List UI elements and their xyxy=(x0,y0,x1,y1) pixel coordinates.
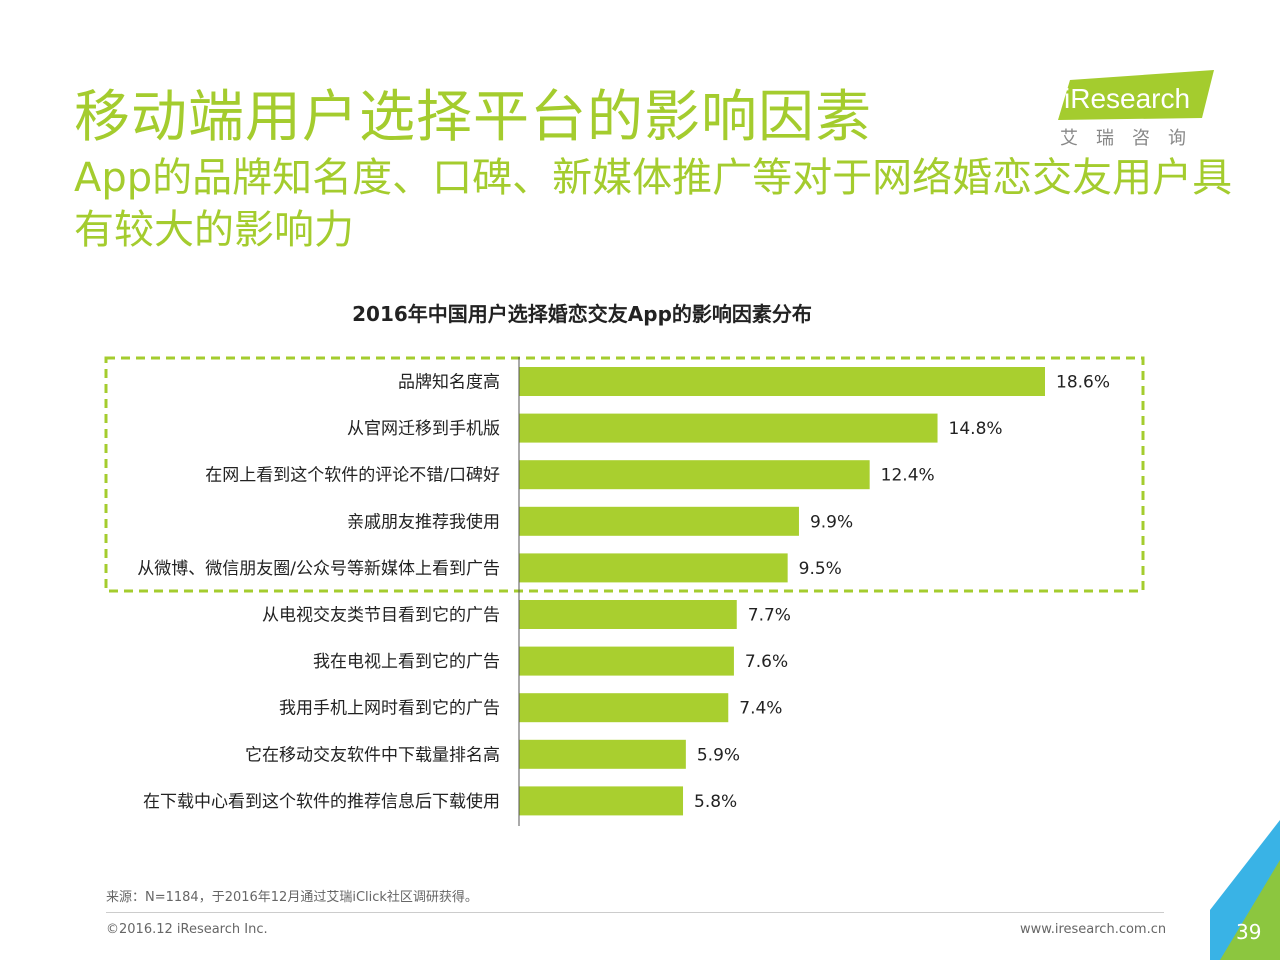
bar xyxy=(519,460,870,490)
data-label: 9.9% xyxy=(810,512,853,532)
data-label: 7.6% xyxy=(745,652,788,672)
iresearch-logo: iResearch xyxy=(1058,70,1214,120)
data-label: 9.5% xyxy=(799,559,842,579)
data-label: 7.4% xyxy=(739,699,782,719)
category-label: 它在移动交友软件中下载量排名高 xyxy=(245,745,500,765)
page-number: 39 xyxy=(1236,920,1262,944)
category-label: 亲戚朋友推荐我使用 xyxy=(347,511,500,532)
bar xyxy=(519,506,799,536)
category-label: 从电视交友类节目看到它的广告 xyxy=(262,606,500,626)
bar xyxy=(519,600,737,629)
page-subtitle: App的品牌知名度、口碑、新媒体推广等对于网络婚恋交友用户具有较大的影响力 xyxy=(74,155,1233,253)
source-note: 来源：N=1184，于2016年12月通过艾瑞iClick社区调研获得。 xyxy=(106,890,478,905)
category-label: 在网上看到这个软件的评论不错/口碑好 xyxy=(205,466,500,486)
bar xyxy=(519,553,788,583)
bar xyxy=(519,739,686,769)
bar xyxy=(519,693,729,723)
bar xyxy=(519,646,734,676)
data-label: 18.6% xyxy=(1056,373,1110,393)
category-label: 我在电视上看到它的广告 xyxy=(313,652,500,672)
category-label: 品牌知名度高 xyxy=(398,373,500,393)
data-label: 5.8% xyxy=(694,792,737,812)
footer-divider xyxy=(106,912,1164,913)
data-label: 5.9% xyxy=(697,745,740,765)
highlight-box xyxy=(104,356,1145,593)
category-label: 我用手机上网时看到它的广告 xyxy=(279,699,500,719)
website-url: www.iresearch.com.cn xyxy=(1020,922,1167,937)
chart-title: 2016年中国用户选择婚恋交友App的影响因素分布 xyxy=(352,302,812,326)
logo-cn-text: 艾瑞咨询 xyxy=(1060,128,1204,149)
category-label: 从微博、微信朋友圈/公众号等新媒体上看到广告 xyxy=(137,559,500,579)
bar xyxy=(519,367,1045,396)
data-label: 14.8% xyxy=(949,419,1003,439)
copyright: ©2016.12 iResearch Inc. xyxy=(106,922,268,937)
logo-brand-text: iResearch xyxy=(1064,83,1190,114)
category-label: 从官网迁移到手机版 xyxy=(347,419,500,439)
data-label: 7.7% xyxy=(748,606,791,626)
bar xyxy=(519,413,938,443)
corner-decoration xyxy=(1210,820,1280,960)
page-title: 移动端用户选择平台的影响因素 xyxy=(74,85,872,150)
bar xyxy=(519,786,684,816)
data-label: 12.4% xyxy=(881,466,935,486)
category-label: 在下载中心看到这个软件的推荐信息后下载使用 xyxy=(143,791,500,812)
